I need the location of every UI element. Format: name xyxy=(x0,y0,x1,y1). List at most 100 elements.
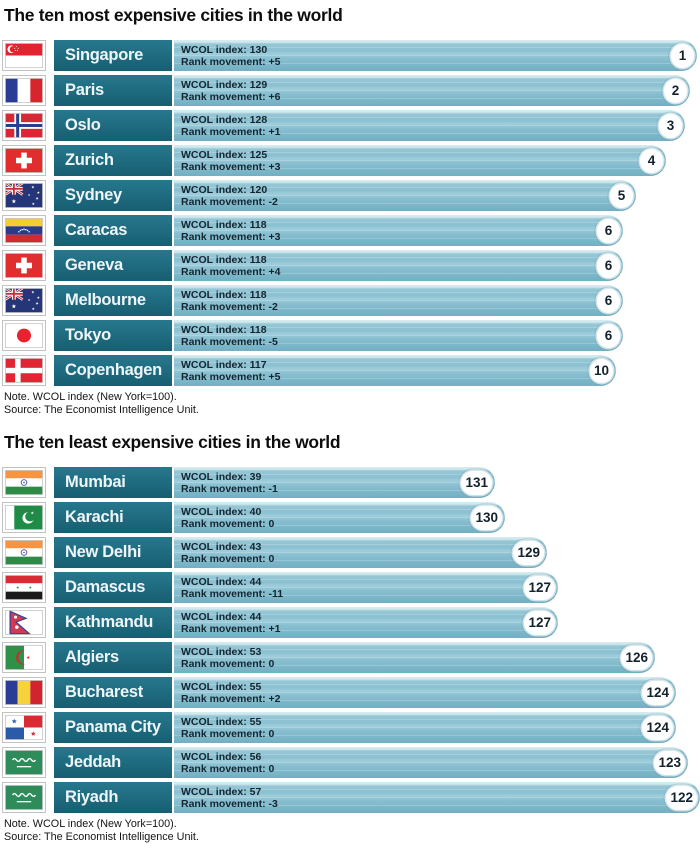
section-title: The ten least expensive cities in the wo… xyxy=(4,432,341,452)
rank-badge: 6 xyxy=(597,288,620,313)
wcol-index-label: WCOL index: 43 xyxy=(181,540,262,553)
rank-movement-label: Rank movement: +3 xyxy=(181,230,281,243)
city-name: Sydney xyxy=(54,180,172,211)
damascus-row: Damascus WCOL index: 44 Rank movement: -… xyxy=(2,572,698,603)
switzerland-flag-icon xyxy=(2,250,46,281)
pakistan-flag-icon xyxy=(2,502,46,533)
france-flag-icon xyxy=(2,75,46,106)
section-least-expensive: The ten least expensive cities in the wo… xyxy=(2,431,700,844)
venezuela-flag-icon xyxy=(2,215,46,246)
wcol-index-label: WCOL index: 118 xyxy=(181,253,267,266)
wcol-index-label: WCOL index: 118 xyxy=(181,323,267,336)
bar-labels: WCOL index: 43 Rank movement: 0 xyxy=(174,541,274,565)
city-rows-list: Singapore WCOL index: 130 Rank movement:… xyxy=(2,40,698,386)
bar-labels: WCOL index: 40 Rank movement: 0 xyxy=(174,506,274,530)
rank-movement-label: Rank movement: 0 xyxy=(181,552,275,565)
city-name: Bucharest xyxy=(54,677,172,708)
city-name: Damascus xyxy=(54,572,172,603)
rank-badge: 6 xyxy=(597,253,620,278)
city-name: Jeddah xyxy=(54,747,172,778)
section-most-expensive: The ten most expensive cities in the wor… xyxy=(2,4,698,417)
wcol-bar: WCOL index: 55 Rank movement: 0 124 xyxy=(174,712,676,743)
wcol-index-label: WCOL index: 118 xyxy=(181,288,267,301)
panama-flag-icon xyxy=(2,712,46,743)
section-title: The ten most expensive cities in the wor… xyxy=(4,5,343,25)
rank-badge: 6 xyxy=(597,323,620,348)
city-name: Karachi xyxy=(54,502,172,533)
footnote-block: Note. WCOL index (New York=100). Source:… xyxy=(4,818,698,844)
city-name: Zurich xyxy=(54,145,172,176)
note-line: Note. WCOL index (New York=100). xyxy=(4,818,177,830)
bar-labels: WCOL index: 118 Rank movement: +3 xyxy=(174,219,281,243)
panama-city-row: Panama City WCOL index: 55 Rank movement… xyxy=(2,712,698,743)
new-delhi-row: New Delhi WCOL index: 43 Rank movement: … xyxy=(2,537,698,568)
nepal-flag-icon xyxy=(2,607,46,638)
wcol-bar: WCOL index: 118 Rank movement: -2 6 xyxy=(174,285,623,316)
kathmandu-row: Kathmandu WCOL index: 44 Rank movement: … xyxy=(2,607,698,638)
rank-movement-label: Rank movement: 0 xyxy=(181,727,275,740)
rank-badge: 5 xyxy=(610,183,633,208)
rank-movement-label: Rank movement: +1 xyxy=(181,125,281,138)
oslo-row: Oslo WCOL index: 128 Rank movement: +1 3 xyxy=(2,110,698,141)
city-name: Riyadh xyxy=(54,782,172,813)
wcol-index-label: WCOL index: 120 xyxy=(181,183,268,196)
wcol-bar: WCOL index: 125 Rank movement: +3 4 xyxy=(174,145,666,176)
algeria-flag-icon xyxy=(2,642,46,673)
caracas-row: Caracas WCOL index: 118 Rank movement: +… xyxy=(2,215,698,246)
rank-badge: 131 xyxy=(461,470,492,495)
bar-labels: WCOL index: 120 Rank movement: -2 xyxy=(174,184,278,208)
bar-labels: WCOL index: 118 Rank movement: -2 xyxy=(174,289,278,313)
wcol-bar: WCOL index: 118 Rank movement: +4 6 xyxy=(174,250,623,281)
wcol-index-label: WCOL index: 56 xyxy=(181,750,262,763)
rank-movement-label: Rank movement: +4 xyxy=(181,265,281,278)
city-name: Melbourne xyxy=(54,285,172,316)
city-name: Panama City xyxy=(54,712,172,743)
copenhagen-row: Copenhagen WCOL index: 117 Rank movement… xyxy=(2,355,698,386)
jeddah-row: Jeddah WCOL index: 56 Rank movement: 0 1… xyxy=(2,747,698,778)
sydney-row: Sydney WCOL index: 120 Rank movement: -2… xyxy=(2,180,698,211)
bucharest-row: Bucharest WCOL index: 55 Rank movement: … xyxy=(2,677,698,708)
singapore-row: Singapore WCOL index: 130 Rank movement:… xyxy=(2,40,698,71)
rank-badge: 126 xyxy=(621,645,652,670)
wcol-bar: WCOL index: 56 Rank movement: 0 123 xyxy=(174,747,688,778)
bar-labels: WCOL index: 44 Rank movement: -11 xyxy=(174,576,283,600)
wcol-bar: WCOL index: 44 Rank movement: -11 127 xyxy=(174,572,558,603)
source-line: Source: The Economist Intelligence Unit. xyxy=(4,404,199,416)
wcol-index-label: WCOL index: 55 xyxy=(181,715,262,728)
australia-flag-icon xyxy=(2,285,46,316)
wcol-bar: WCOL index: 128 Rank movement: +1 3 xyxy=(174,110,685,141)
wcol-index-label: WCOL index: 57 xyxy=(181,785,262,798)
rank-movement-label: Rank movement: +2 xyxy=(181,692,281,705)
geneva-row: Geneva WCOL index: 118 Rank movement: +4… xyxy=(2,250,698,281)
bar-labels: WCOL index: 117 Rank movement: +5 xyxy=(174,359,281,383)
algiers-row: Algiers WCOL index: 53 Rank movement: 0 … xyxy=(2,642,698,673)
bar-labels: WCOL index: 57 Rank movement: -3 xyxy=(174,786,278,810)
rank-badge: 2 xyxy=(664,78,687,103)
city-name: Singapore xyxy=(54,40,172,71)
bar-labels: WCOL index: 55 Rank movement: 0 xyxy=(174,716,274,740)
rank-badge: 3 xyxy=(659,113,682,138)
rank-movement-label: Rank movement: +5 xyxy=(181,370,281,383)
wcol-index-label: WCOL index: 130 xyxy=(181,43,268,56)
wcol-index-label: WCOL index: 118 xyxy=(181,218,267,231)
rank-badge: 10 xyxy=(589,358,613,383)
footnote-block: Note. WCOL index (New York=100). Source:… xyxy=(4,391,698,417)
rank-movement-label: Rank movement: 0 xyxy=(181,657,275,670)
wcol-index-label: WCOL index: 44 xyxy=(181,610,262,623)
rank-movement-label: Rank movement: -5 xyxy=(181,335,278,348)
wcol-bar: WCOL index: 129 Rank movement: +6 2 xyxy=(174,75,690,106)
wcol-bar: WCOL index: 117 Rank movement: +5 10 xyxy=(174,355,616,386)
rank-badge: 130 xyxy=(471,505,502,530)
singapore-flag-icon xyxy=(2,40,46,71)
bar-labels: WCOL index: 56 Rank movement: 0 xyxy=(174,751,274,775)
rank-movement-label: Rank movement: -3 xyxy=(181,797,278,810)
wcol-bar: WCOL index: 43 Rank movement: 0 129 xyxy=(174,537,547,568)
bar-labels: WCOL index: 44 Rank movement: +1 xyxy=(174,611,281,635)
rank-badge: 4 xyxy=(640,148,663,173)
wcol-index-label: WCOL index: 39 xyxy=(181,470,262,483)
bar-labels: WCOL index: 118 Rank movement: +4 xyxy=(174,254,281,278)
rank-movement-label: Rank movement: -1 xyxy=(181,482,278,495)
rank-badge: 123 xyxy=(654,750,685,775)
rank-badge: 124 xyxy=(642,715,673,740)
city-name: Copenhagen xyxy=(54,355,172,386)
